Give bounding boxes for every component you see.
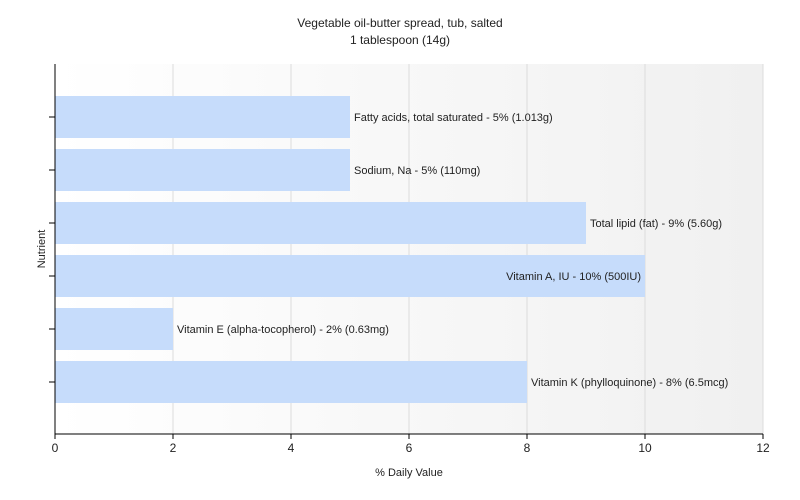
bar-label: Vitamin K (phylloquinone) - 8% (6.5mcg) xyxy=(531,377,728,389)
chart-title: Vegetable oil-butter spread, tub, salted xyxy=(297,16,502,30)
x-axis-label: % Daily Value xyxy=(375,467,443,479)
bar-label: Sodium, Na - 5% (110mg) xyxy=(354,165,480,177)
bar xyxy=(55,361,527,403)
x-tick-label: 0 xyxy=(52,441,59,455)
bars: Fatty acids, total saturated - 5% (1.013… xyxy=(55,96,728,403)
y-axis-label: Nutrient xyxy=(36,230,48,269)
bar-label: Fatty acids, total saturated - 5% (1.013… xyxy=(354,112,553,124)
bar xyxy=(55,149,350,191)
axes: 0 2 4 6 8 10 12 xyxy=(49,64,770,455)
x-tick-label: 12 xyxy=(756,441,770,455)
bar-label: Vitamin A, IU - 10% (500IU) xyxy=(506,271,641,283)
bar xyxy=(55,96,350,138)
x-tick-label: 4 xyxy=(288,441,295,455)
bar-label: Total lipid (fat) - 9% (5.60g) xyxy=(590,218,722,230)
x-tick-label: 6 xyxy=(406,441,413,455)
x-tick-label: 10 xyxy=(638,441,652,455)
x-tick-label: 2 xyxy=(170,441,177,455)
chart-subtitle: 1 tablespoon (14g) xyxy=(350,33,450,47)
bar xyxy=(55,202,586,244)
bar xyxy=(55,255,645,297)
bar xyxy=(55,308,173,350)
bar-label: Vitamin E (alpha-tocopherol) - 2% (0.63m… xyxy=(177,324,389,336)
x-tick-label: 8 xyxy=(524,441,531,455)
